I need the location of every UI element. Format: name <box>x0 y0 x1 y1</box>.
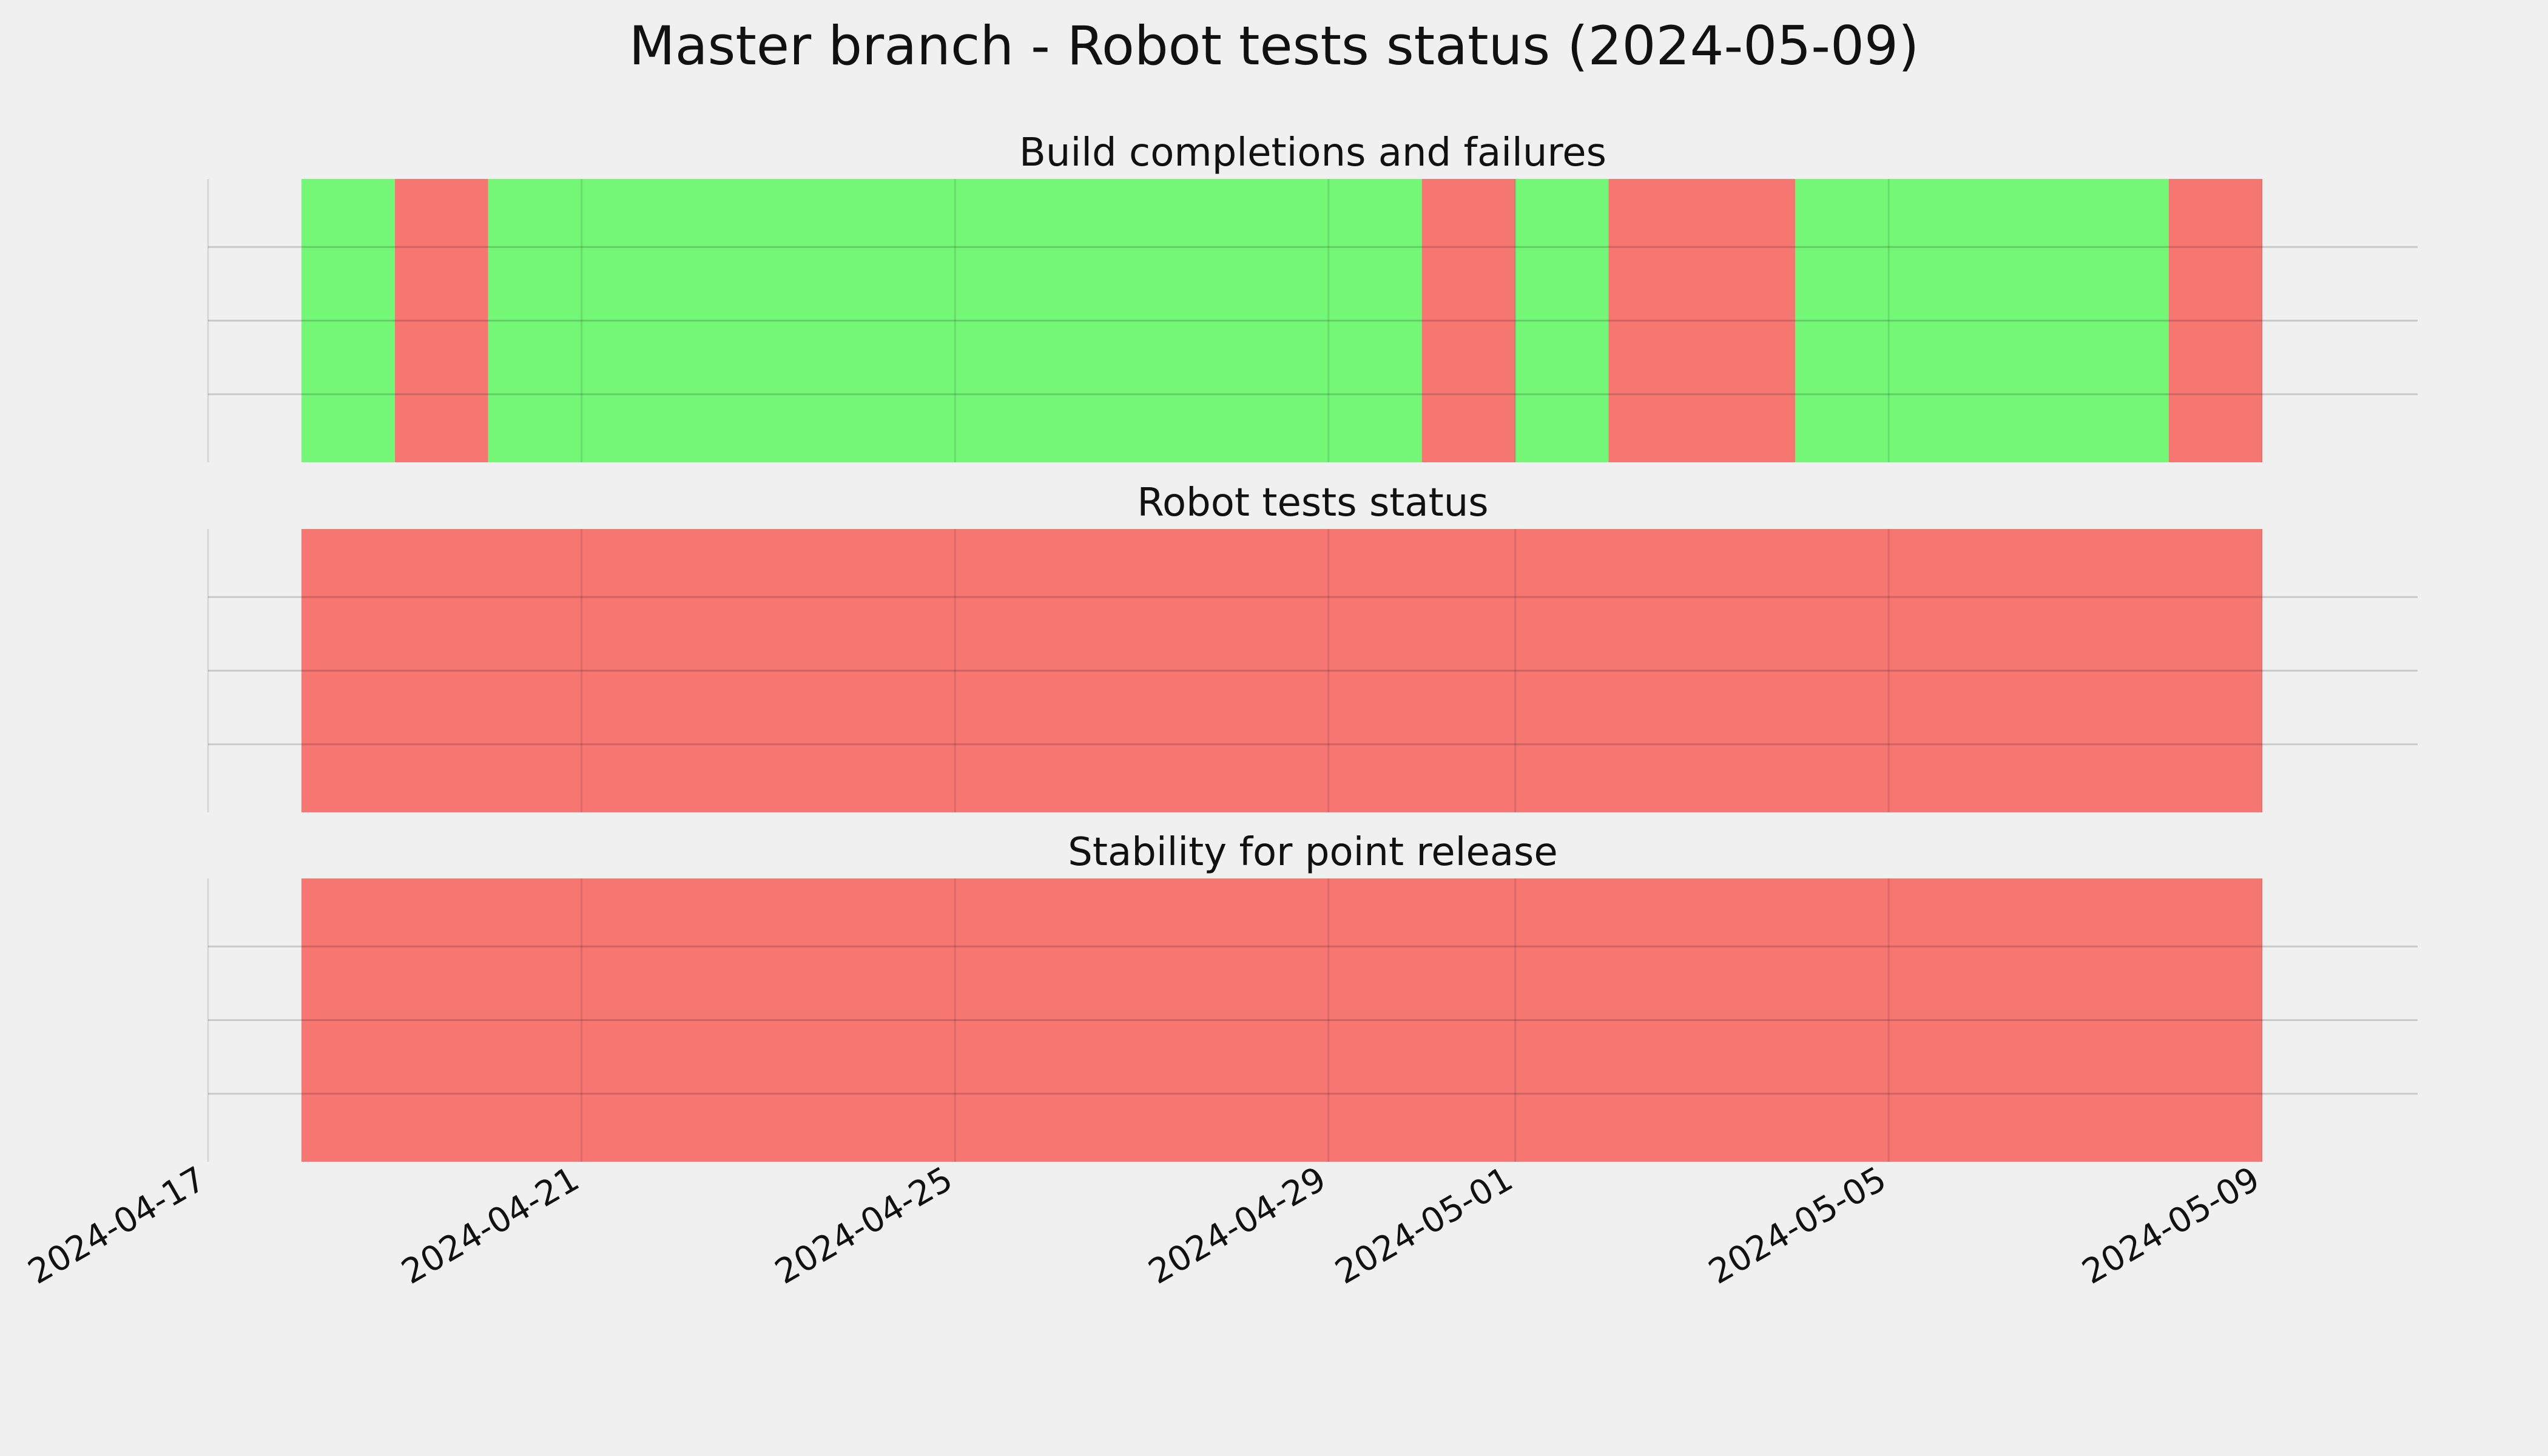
panels: Build completions and failures Robot test… <box>207 130 2418 1162</box>
panel-3: Stability for point release <box>207 830 2418 1162</box>
status-segment-pass <box>301 179 395 462</box>
status-segment-fail <box>1608 179 1796 462</box>
status-segment-fail <box>301 878 2262 1162</box>
panel-2: Robot tests status <box>207 480 2418 812</box>
panel-1: Build completions and failures <box>207 130 2418 462</box>
status-segment-fail <box>394 179 488 462</box>
chart-title: Master branch - Robot tests status (2024… <box>629 15 1919 77</box>
status-segment-pass <box>1795 179 2169 462</box>
panel-title: Stability for point release <box>1068 830 1558 875</box>
status-segment-pass <box>1515 179 1609 462</box>
panel-title: Build completions and failures <box>1019 130 1606 175</box>
status-segment-fail <box>1421 179 1515 462</box>
status-segment-fail <box>2168 179 2262 462</box>
panel-title: Robot tests status <box>1137 480 1488 525</box>
status-segment-pass <box>488 179 1422 462</box>
status-segment-fail <box>301 529 2262 812</box>
